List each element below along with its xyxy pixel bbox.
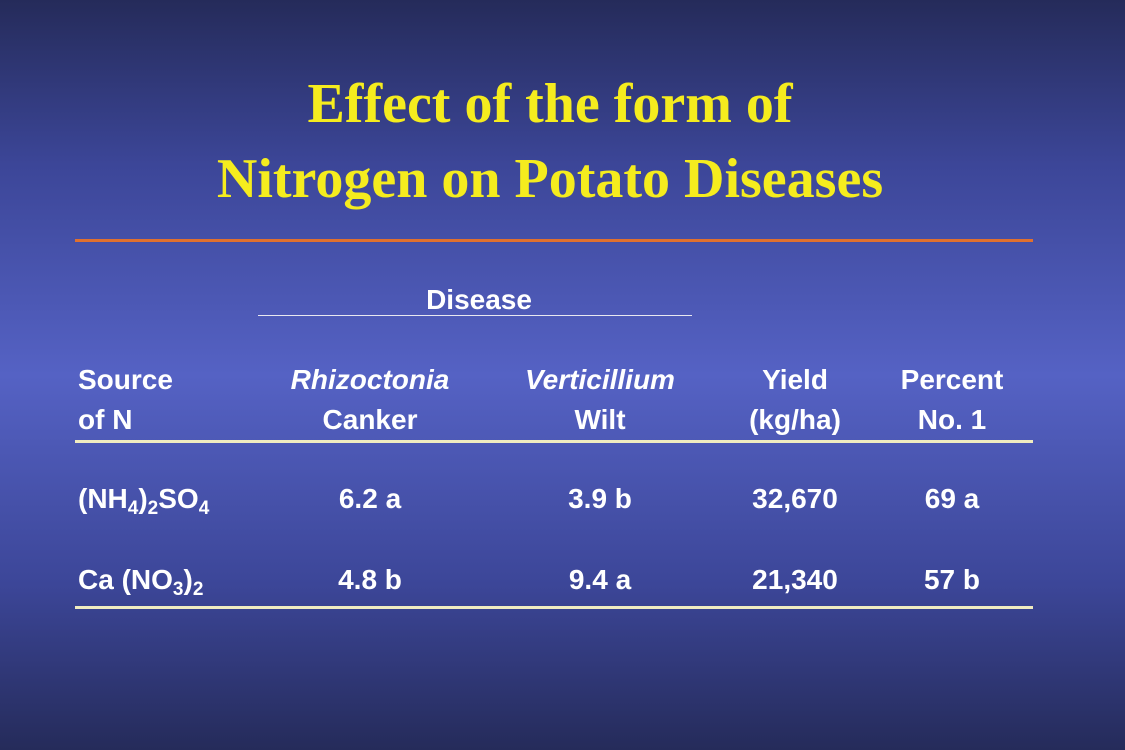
- row-label: Ca (NO3)2: [78, 564, 204, 600]
- row-label: (NH4)2SO4: [78, 483, 210, 519]
- table-cell: 69 a: [924, 483, 980, 514]
- column-header: Wilt: [574, 404, 626, 435]
- group-header: Disease: [426, 284, 532, 315]
- group-rule: [258, 315, 692, 316]
- title-line: Nitrogen on Potato Diseases: [216, 148, 884, 210]
- table-cell: 57 b: [923, 564, 981, 595]
- table-cell: 6.2 a: [338, 483, 402, 514]
- column-header: No. 1: [917, 404, 987, 435]
- table-cell: 4.8 b: [338, 564, 402, 595]
- title-line: Effect of the form of: [307, 73, 793, 135]
- column-header: Source: [78, 364, 173, 395]
- title-rule: [75, 239, 1033, 242]
- column-header: Verticillium: [525, 364, 675, 395]
- table-cell: 32,670: [752, 483, 838, 514]
- header-rule: [75, 440, 1033, 443]
- bottom-rule: [75, 606, 1033, 609]
- table-cell: 3.9 b: [568, 483, 632, 514]
- column-header: Percent: [900, 364, 1004, 395]
- table-cell: 9.4 a: [568, 564, 632, 595]
- column-header: (kg/ha): [749, 404, 841, 435]
- column-header: Rhizoctonia: [290, 364, 450, 395]
- column-header: Canker: [322, 404, 418, 435]
- table-cell: 21,340: [752, 564, 838, 595]
- column-header: of N: [78, 404, 133, 435]
- column-header: Yield: [762, 364, 828, 395]
